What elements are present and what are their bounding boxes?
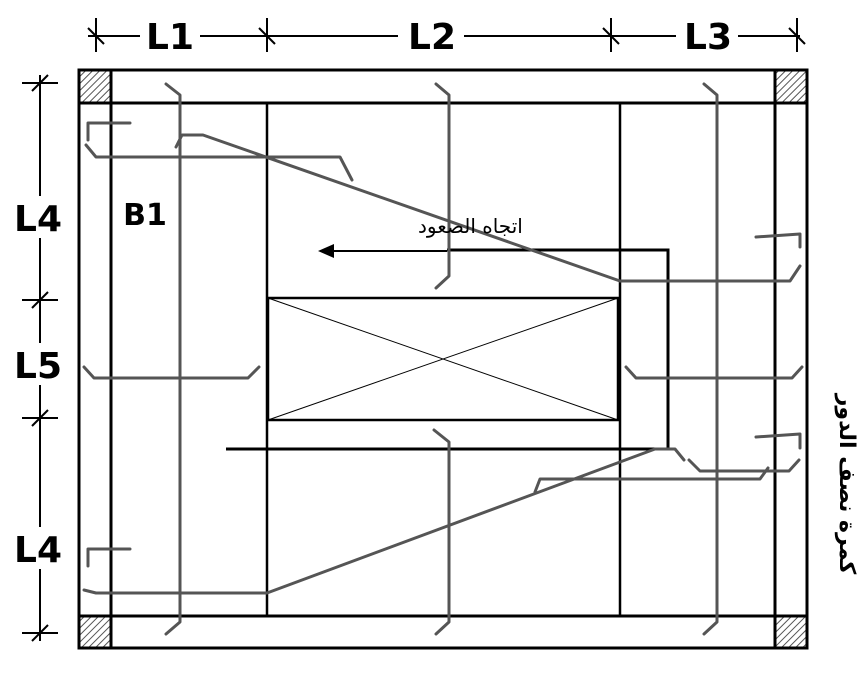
- top-dimension-chain: L1 L2 L3: [87, 14, 806, 58]
- dimension-label-l4-bottom: L4: [14, 530, 62, 571]
- dimension-label-l2: L2: [408, 17, 456, 58]
- side-beam-label: كمرة نصف الدور: [834, 393, 859, 575]
- dimension-label-l5: L5: [14, 346, 62, 387]
- column-bottom-right: [775, 616, 807, 648]
- beam-label: B1: [123, 198, 167, 233]
- stair-opening: [226, 248, 670, 451]
- reinforcement-bars: [82, 82, 804, 636]
- stair-direction-arrow: [318, 244, 447, 258]
- dimension-label-l4-top: L4: [14, 199, 62, 240]
- dimension-label-l3: L3: [684, 17, 732, 58]
- stair-direction-label: اتجاه الصعود: [418, 214, 523, 238]
- left-dimension-chain: L4 L5 L4: [6, 74, 70, 642]
- column-bottom-left: [79, 616, 111, 648]
- column-top-right: [775, 70, 807, 103]
- column-top-left: [79, 70, 111, 103]
- dimension-label-l1: L1: [146, 17, 194, 58]
- structural-frame: [77, 68, 809, 650]
